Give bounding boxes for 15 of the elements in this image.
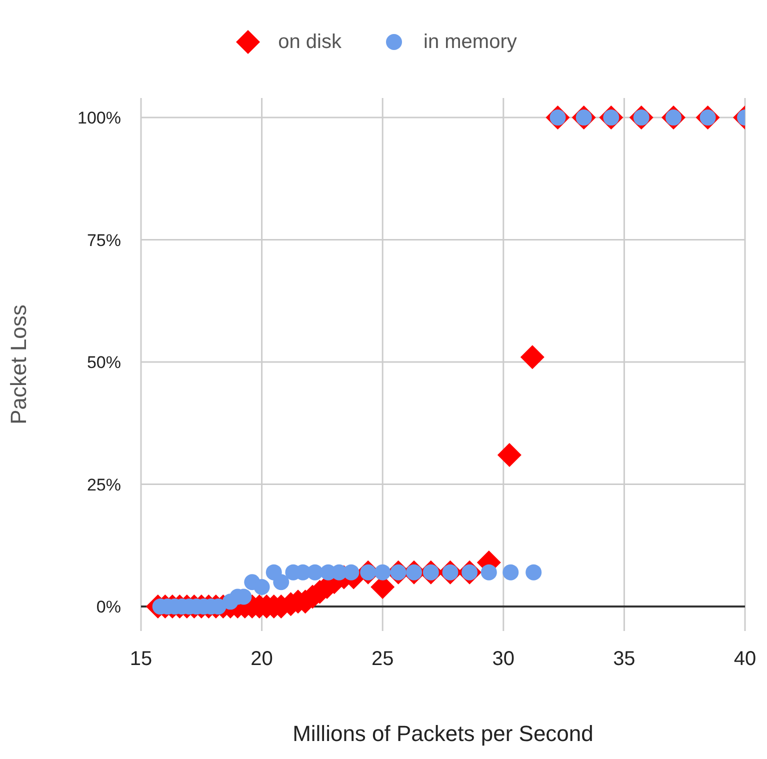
legend-label: on disk xyxy=(278,30,342,54)
legend-label: in memory xyxy=(424,30,517,54)
y-tick-label: 0% xyxy=(96,598,121,617)
x-axis-title: Millions of Packets per Second xyxy=(292,721,594,746)
y-tick-label: 75% xyxy=(86,230,121,250)
y-tick-label: 100% xyxy=(78,108,121,128)
x-tick-label: 35 xyxy=(613,648,636,670)
y-axis-title: Packet Loss xyxy=(6,304,31,424)
x-tick-label: 20 xyxy=(250,648,273,670)
x-tick-label: 15 xyxy=(130,648,152,670)
x-tick-label: 40 xyxy=(734,648,756,670)
x-tick-label: 30 xyxy=(492,648,515,670)
y-tick-label: 50% xyxy=(86,353,121,372)
x-tick-label: 25 xyxy=(371,648,394,670)
y-tick-label: 25% xyxy=(86,475,121,494)
